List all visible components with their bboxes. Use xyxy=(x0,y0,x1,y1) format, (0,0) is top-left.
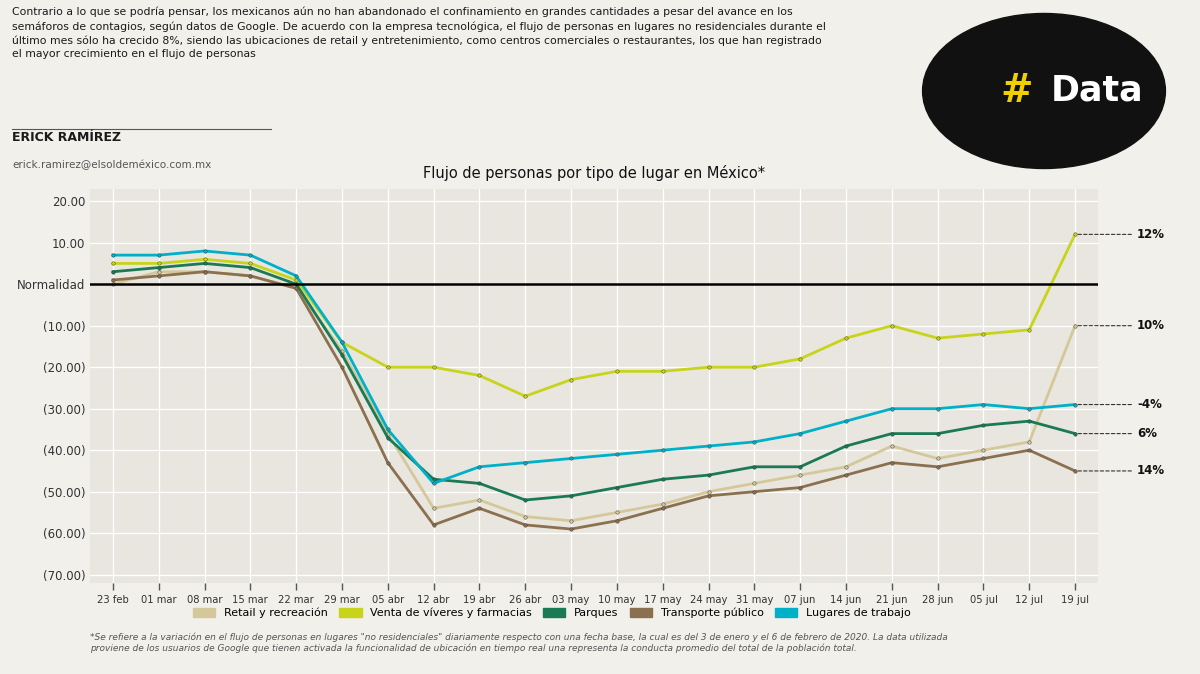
Text: erick.ramirez@elsoldeméxico.com.mx: erick.ramirez@elsoldeméxico.com.mx xyxy=(12,159,211,170)
Text: *Se refiere a la variación en el flujo de personas en lugares "no residenciales": *Se refiere a la variación en el flujo d… xyxy=(90,632,948,654)
Text: 14%: 14% xyxy=(1078,464,1165,477)
Text: ERICK RAMÍREZ: ERICK RAMÍREZ xyxy=(12,131,121,144)
Text: Contrario a lo que se podría pensar, los mexicanos aún no han abandonado el conf: Contrario a lo que se podría pensar, los… xyxy=(12,7,826,59)
Circle shape xyxy=(923,13,1165,168)
Text: Data: Data xyxy=(1051,74,1144,108)
Text: 12%: 12% xyxy=(1078,228,1165,241)
Title: Flujo de personas por tipo de lugar en México*: Flujo de personas por tipo de lugar en M… xyxy=(422,164,766,181)
Text: -4%: -4% xyxy=(1078,398,1162,411)
Legend: Retail y recreación, Venta de víveres y farmacias, Parques, Transporte público, : Retail y recreación, Venta de víveres y … xyxy=(188,603,916,623)
Text: 10%: 10% xyxy=(1078,319,1165,332)
Text: #: # xyxy=(1001,72,1033,110)
Text: 6%: 6% xyxy=(1078,427,1157,440)
